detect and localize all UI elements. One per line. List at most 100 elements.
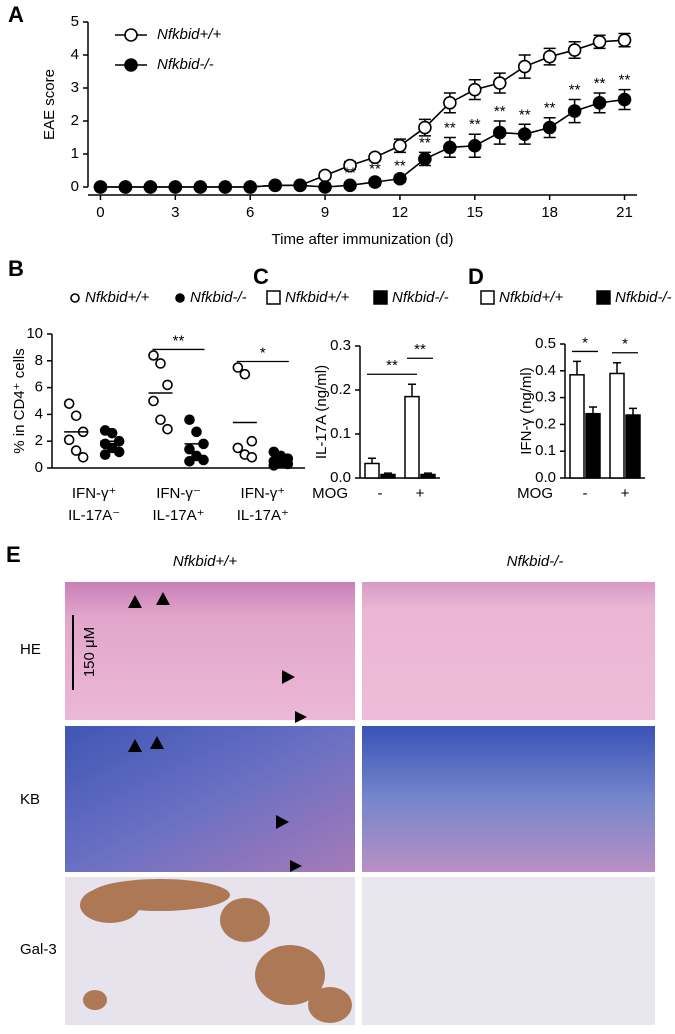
x-axis-label: MOG	[517, 485, 553, 502]
significance: **	[444, 119, 456, 136]
row-label: Gal-3	[20, 941, 57, 958]
x-tick-label: IL-17A⁻	[68, 507, 120, 524]
significance: **	[394, 157, 406, 174]
x-tick-label: 21	[616, 204, 633, 221]
data-point	[162, 379, 173, 391]
data-point	[77, 451, 89, 463]
y-tick-label: 0.0	[535, 469, 556, 486]
gal3-staining	[80, 879, 352, 1023]
error-bar	[408, 383, 416, 397]
bar	[404, 395, 420, 479]
panel-letter: A	[8, 2, 24, 27]
legend-label: Nfkbid+/+	[157, 26, 221, 43]
data-point	[155, 414, 166, 426]
data-point	[99, 449, 111, 460]
data-point	[63, 434, 75, 446]
data-point	[148, 395, 159, 407]
x-tick-label: 15	[466, 204, 483, 221]
legend-label: Nfkbid-/-	[615, 289, 672, 306]
data-point	[155, 358, 166, 369]
x-tick-label: 18	[541, 204, 558, 221]
legend-marker	[124, 58, 138, 72]
data-point	[418, 152, 432, 166]
kb-image-wt	[65, 726, 355, 872]
data-point	[148, 350, 159, 361]
data-point	[239, 368, 251, 380]
data-point	[418, 120, 432, 135]
data-point	[517, 59, 532, 74]
significance: **	[569, 82, 581, 99]
y-tick-label: 0.1	[535, 442, 556, 459]
legend-label: Nfkbid-/-	[157, 56, 214, 73]
bar	[609, 372, 625, 479]
data-point	[106, 427, 118, 439]
y-tick-label: 1	[71, 145, 79, 162]
data-point	[246, 451, 258, 463]
data-point	[168, 180, 183, 194]
data-point	[232, 362, 244, 373]
x-tick-label: 0	[96, 204, 104, 221]
significance: *	[582, 334, 588, 351]
y-tick-label: 0.0	[330, 469, 351, 486]
data-point	[318, 168, 332, 183]
data-point	[243, 180, 258, 194]
significance: **	[173, 332, 185, 349]
data-point	[467, 82, 482, 97]
y-tick-label: 8	[35, 352, 43, 369]
bar	[420, 473, 436, 479]
y-tick-label: 0.2	[330, 381, 351, 398]
legend-swatch	[596, 290, 611, 305]
data-point	[368, 175, 382, 189]
arrowheads	[128, 592, 307, 872]
data-point	[343, 158, 357, 173]
data-point	[592, 96, 607, 110]
data-point	[542, 49, 557, 64]
y-axis-label: % in CD4⁺ cells	[11, 348, 28, 453]
data-point	[617, 33, 632, 47]
x-tick-label: IL-17A⁺	[152, 507, 204, 524]
y-tick-label: 0.3	[535, 389, 556, 406]
y-tick-label: 0.2	[535, 415, 556, 432]
data-point	[443, 140, 457, 155]
scale-bar-label: 150 μM	[81, 627, 98, 677]
data-point	[567, 43, 582, 57]
significance: **	[594, 75, 606, 92]
column-header: Nfkbid+/+	[173, 553, 237, 570]
row-label: KB	[20, 791, 40, 808]
y-tick-label: 0.1	[330, 425, 351, 442]
data-point	[293, 178, 307, 193]
data-point	[617, 92, 632, 107]
x-tick-label: +	[621, 485, 630, 502]
data-point	[232, 442, 244, 454]
data-point	[162, 423, 173, 435]
bar	[585, 412, 601, 479]
data-point	[282, 458, 294, 470]
legend-marker	[124, 28, 138, 42]
significance: **	[419, 134, 431, 151]
x-axis-label: Time after immunization (d)	[272, 231, 454, 248]
y-tick-label: 10	[26, 325, 43, 342]
panel-letter: E	[6, 542, 21, 567]
x-axis-label: MOG	[312, 485, 348, 502]
data-point	[318, 180, 332, 194]
data-point	[198, 454, 209, 466]
y-tick-label: 2	[35, 432, 43, 449]
y-tick-label: 0.3	[330, 337, 351, 354]
data-point	[393, 171, 407, 186]
data-point	[592, 34, 607, 49]
y-tick-label: 2	[71, 112, 79, 129]
y-tick-label: 0.4	[535, 362, 556, 379]
x-tick-label: IFN-γ⁻	[156, 485, 201, 502]
panel-letter: B	[8, 256, 24, 281]
data-point	[191, 426, 202, 438]
data-point	[567, 104, 582, 118]
legend-label: Nfkbid+/+	[285, 289, 349, 306]
significance: **	[414, 341, 426, 358]
x-tick-label: 12	[392, 204, 409, 221]
x-tick-label: 6	[246, 204, 254, 221]
gal3-image-ko	[362, 877, 655, 1025]
data-point	[93, 180, 108, 194]
legend-marker	[175, 293, 185, 303]
x-tick-label: IFN-γ⁺	[241, 485, 286, 502]
data-point	[268, 460, 280, 471]
